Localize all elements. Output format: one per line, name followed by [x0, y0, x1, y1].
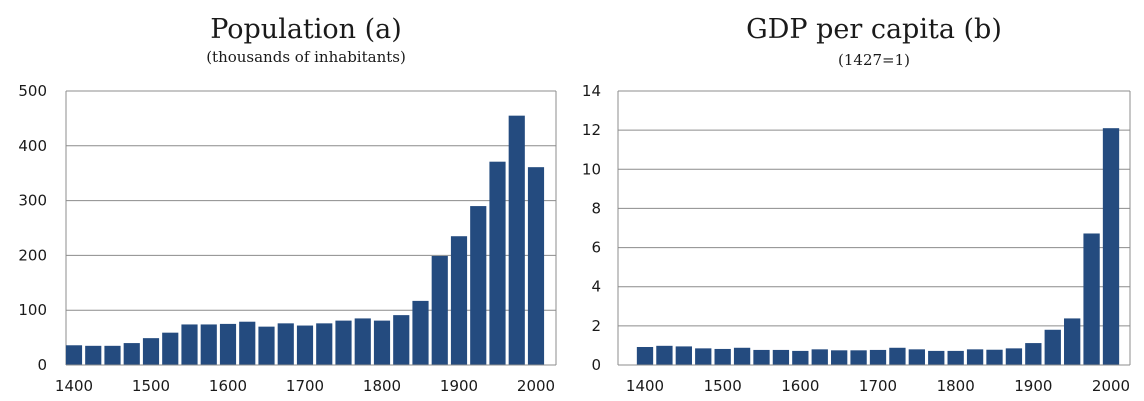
- bar: [393, 315, 410, 365]
- x-tick-label: 1800: [363, 377, 401, 395]
- y-tick-label: 200: [18, 246, 47, 264]
- bar: [733, 347, 751, 365]
- bar: [772, 349, 790, 365]
- x-tick-label: 1400: [55, 377, 93, 395]
- x-tick-label: 2000: [1092, 377, 1130, 395]
- bar: [316, 323, 333, 365]
- bar: [986, 349, 1003, 365]
- bar: [85, 345, 102, 365]
- bar: [239, 321, 256, 365]
- bar: [373, 320, 391, 365]
- bar: [335, 320, 352, 365]
- bar: [928, 350, 945, 365]
- x-tick-label: 1500: [704, 377, 742, 395]
- y-tick-label: 300: [18, 192, 47, 210]
- x-tick-label: 1700: [286, 377, 324, 395]
- y-tick-label: 400: [18, 137, 47, 155]
- bar: [811, 349, 828, 365]
- bar: [354, 318, 371, 365]
- y-tick-label: 100: [18, 301, 47, 319]
- bar: [695, 348, 712, 365]
- population-chart: Population (a) (thousands of inhabitants…: [18, 14, 557, 395]
- bar: [489, 161, 506, 365]
- bar: [850, 350, 867, 365]
- y-tick-label: 0: [591, 356, 601, 374]
- bar: [1083, 233, 1100, 365]
- bar: [753, 349, 770, 365]
- bar: [1025, 343, 1042, 365]
- bar: [219, 323, 237, 365]
- bar: [450, 236, 468, 365]
- y-tick-label: 10: [582, 160, 601, 178]
- y-tick-label: 8: [591, 199, 601, 217]
- x-tick-label: 1900: [440, 377, 478, 395]
- bar: [508, 115, 525, 365]
- x-tick-label: 1500: [132, 377, 170, 395]
- y-tick-label: 0: [37, 356, 47, 374]
- bar: [181, 324, 198, 365]
- gdp-chart-plot: 0 2 4 6 8 10 12 14 1400 1500 1600 1700 1800 1900 2000: [582, 82, 1131, 395]
- bar: [277, 323, 294, 365]
- x-tick-label: 1600: [209, 377, 247, 395]
- bar: [792, 350, 809, 365]
- bar: [431, 255, 448, 365]
- bar: [258, 326, 275, 365]
- y-tick-label: 12: [582, 121, 601, 139]
- x-tick-label: 2000: [517, 377, 555, 395]
- bar: [656, 345, 673, 365]
- bar: [675, 346, 692, 365]
- chart-title: GDP per capita (b): [746, 14, 1002, 45]
- bar: [470, 206, 487, 365]
- y-tick-label: 6: [591, 239, 601, 257]
- population-chart-plot: 0 100 200 300 400 500 1400 1500 1600 1700 1800 1900…: [18, 82, 557, 395]
- bar: [947, 350, 964, 365]
- bar: [889, 347, 906, 365]
- bar: [162, 332, 179, 365]
- y-tick-label: 14: [582, 82, 601, 100]
- x-tick-label: 1600: [781, 377, 819, 395]
- bar: [1005, 348, 1023, 365]
- chart-subtitle: (thousands of inhabitants): [206, 48, 406, 66]
- bar: [200, 324, 217, 365]
- bar: [908, 349, 925, 365]
- bar: [869, 349, 887, 365]
- bar: [1102, 128, 1120, 365]
- bar: [104, 345, 121, 365]
- bar: [966, 349, 984, 365]
- x-tick-label: 1400: [626, 377, 664, 395]
- bar: [123, 343, 140, 365]
- y-tick-label: 500: [18, 82, 47, 100]
- bar: [1044, 329, 1061, 365]
- bar: [296, 325, 314, 365]
- bar: [1064, 318, 1081, 365]
- y-tick-label: 2: [591, 317, 601, 335]
- chart-title: Population (a): [210, 14, 402, 45]
- chart-subtitle: (1427=1): [838, 51, 910, 69]
- bar: [65, 345, 83, 365]
- bar: [412, 300, 429, 365]
- bar: [527, 167, 545, 365]
- x-tick-label: 1900: [1014, 377, 1052, 395]
- x-tick-label: 1800: [937, 377, 975, 395]
- x-tick-label: 1700: [859, 377, 897, 395]
- y-tick-label: 4: [591, 278, 601, 296]
- bar: [831, 350, 848, 365]
- gdp-per-capita-chart: GDP per capita (b) (1427=1) 0 2 4 6 8 10 12 14 1…: [572, 0, 1144, 401]
- bar: [636, 346, 654, 365]
- bar: [714, 348, 731, 365]
- bar: [142, 338, 160, 365]
